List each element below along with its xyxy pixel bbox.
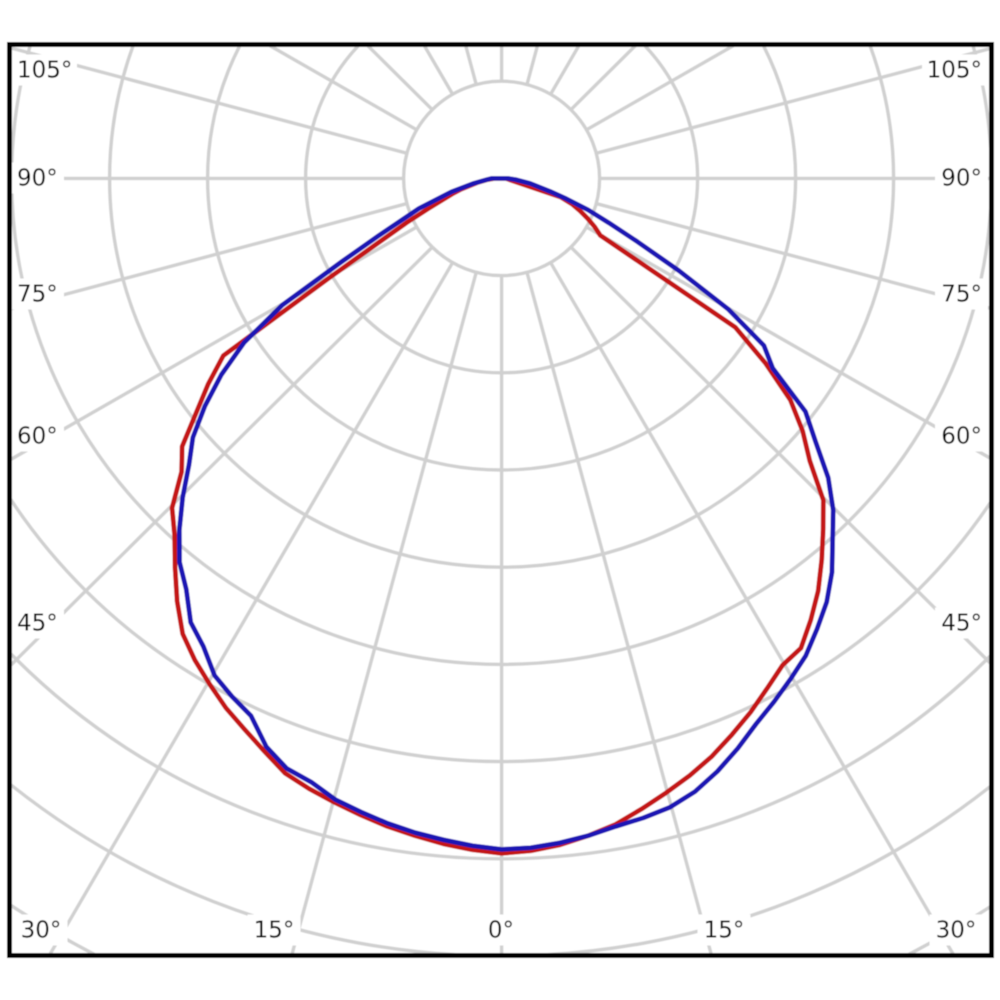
label-knockout: [12, 162, 64, 194]
angle-labels: 105° 90° 75° 60° 45° 105° 90° 75° 60° 45° 30° 15° 0°…: [17, 58, 982, 944]
grid-spoke: [549, 261, 955, 953]
angle-label-right: 60°: [941, 424, 982, 450]
grid-spoke: [585, 225, 989, 460]
grid-spoke: [12, 47, 408, 155]
label-knockout: [481, 914, 521, 946]
label-knockout: [12, 278, 64, 310]
label-knockout: [929, 914, 983, 946]
plot-border: [7, 42, 994, 958]
label-knockouts: [12, 54, 988, 946]
angle-label-left: 90°: [17, 166, 58, 192]
grid-spoke: [12, 225, 418, 461]
angle-label-right: 75°: [941, 282, 982, 308]
grid-spoke: [595, 201, 989, 310]
grid-spoke: [569, 245, 989, 665]
angle-label-bottom: 30°: [21, 918, 62, 944]
angle-label-left: 105°: [17, 58, 72, 84]
angle-label-left: 45°: [17, 611, 58, 637]
angle-label-right: 90°: [941, 166, 982, 192]
angle-label-bottom: 30°: [936, 918, 977, 944]
label-knockout: [247, 914, 301, 946]
grid-spoke: [12, 201, 408, 311]
grid-spoke: [12, 245, 434, 667]
angle-label-bottom: 0°: [488, 918, 514, 944]
angle-label-bottom: 15°: [254, 918, 295, 944]
label-knockout: [935, 162, 988, 194]
grid-spoke: [595, 47, 989, 155]
label-knockout: [935, 607, 988, 639]
label-knockout: [12, 420, 64, 452]
label-knockout: [12, 607, 64, 639]
angle-label-left: 75°: [17, 282, 58, 308]
angle-label-right: 105°: [927, 58, 982, 84]
label-knockout: [922, 54, 988, 86]
label-knockout: [12, 54, 77, 86]
curve-red: [169, 175, 826, 856]
angle-label-bottom: 15°: [704, 918, 745, 944]
grid-spoke: [48, 261, 455, 953]
label-knockout: [935, 420, 988, 452]
label-knockout: [14, 914, 68, 946]
angle-label-right: 45°: [941, 611, 982, 637]
label-knockout: [697, 914, 751, 946]
curve-blue: [176, 175, 836, 852]
intensity-curves: [169, 175, 836, 856]
angle-label-left: 60°: [17, 424, 58, 450]
label-knockout: [935, 278, 988, 310]
